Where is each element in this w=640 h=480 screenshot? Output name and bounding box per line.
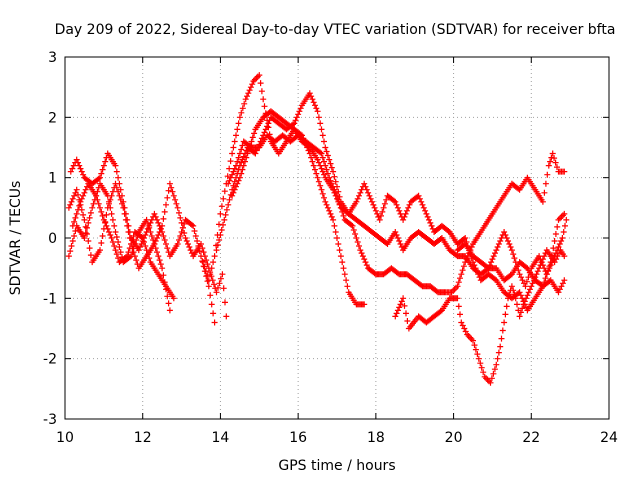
data-marks [65,72,570,386]
series-sat-h [229,108,568,314]
x-tick-label: 18 [367,430,385,446]
y-tick-label: 2 [48,110,57,126]
series-marks [454,216,570,290]
y-tick-label: -2 [43,352,57,368]
series-marks [69,180,177,302]
x-tick-label: 24 [600,430,618,446]
x-tick-label: 16 [289,430,307,446]
chart-title: Day 209 of 2022, Sidereal Day-to-day VTE… [55,22,616,38]
x-tick-label: 14 [212,430,230,446]
x-tick-label: 22 [522,430,540,446]
series-sat-d [69,180,177,302]
y-tick-label: 0 [48,231,57,247]
series-sat-i [392,247,568,386]
y-tick-label: -1 [43,291,57,307]
x-axis-label: GPS time / hours [278,458,395,474]
y-tick-label: 1 [48,171,57,187]
series-sat-e [199,72,368,308]
series-marks [229,108,568,314]
x-tick-label: 20 [445,430,463,446]
x-tick-label: 10 [56,430,74,446]
series-marks [199,72,368,308]
y-tick-label: 3 [48,50,57,66]
series-marks [392,247,568,386]
y-tick-label: -3 [43,412,57,428]
series-sat-j [454,216,570,290]
x-tick-label: 12 [134,430,152,446]
y-axis-label: SDTVAR / TECUs [8,181,24,296]
